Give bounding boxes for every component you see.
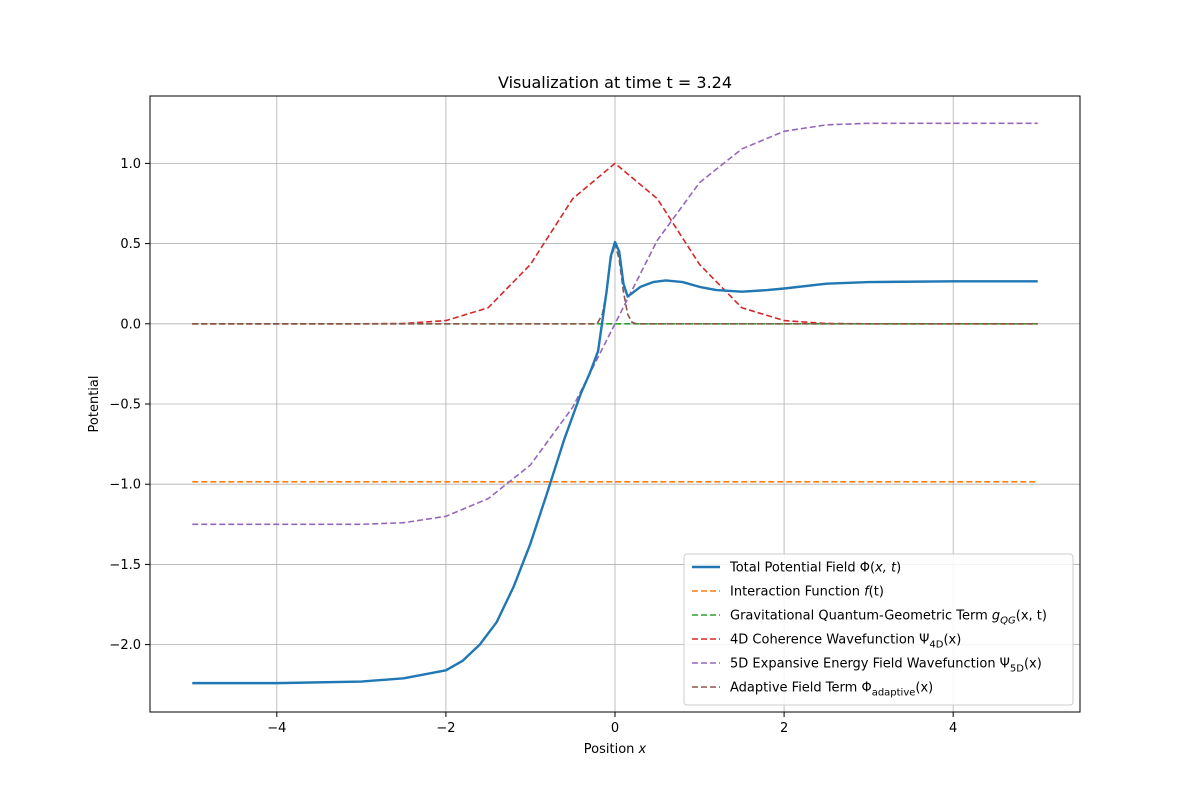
chart-title: Visualization at time t = 3.24 xyxy=(498,73,732,92)
legend-label-tail: (t) xyxy=(869,585,884,600)
x-axis-label: Position x xyxy=(584,742,647,757)
legend-label-prefix: 4D Coherence Wavefunction Ψ xyxy=(730,633,929,648)
y-tick-label: −1.0 xyxy=(109,478,141,493)
legend-label-math: g xyxy=(992,609,1000,624)
legend-label-math: x, t xyxy=(874,561,897,576)
legend-label-tail: (x) xyxy=(943,633,961,648)
legend-label-math: f xyxy=(864,585,871,600)
legend-label-3: 4D Coherence Wavefunction Ψ4D(x) xyxy=(730,633,961,651)
series-line-4 xyxy=(192,122,1038,526)
y-tick-label: 0.0 xyxy=(120,317,141,332)
x-tick-label: −4 xyxy=(267,721,286,736)
x-tick-label: 4 xyxy=(949,721,957,736)
series-line-0 xyxy=(192,240,1038,685)
legend-label-prefix: Gravitational Quantum-Geometric Term xyxy=(730,609,992,624)
legend-label-2: Gravitational Quantum-Geometric Term gQG… xyxy=(730,609,1047,627)
legend-label-subscript: 5D xyxy=(1010,664,1024,675)
legend-label-prefix: 5D Expansive Energy Field Wavefunction Ψ xyxy=(730,657,1010,672)
legend-label-5: Adaptive Field Term Φadaptive(x) xyxy=(730,681,933,699)
axis-ticks: −4 −2 0 2 4 −2.0 −1.5 −1.0 −0.5 0.0 0.5 1.0 xyxy=(109,157,957,736)
legend-label-tail: (x) xyxy=(915,681,933,696)
y-tick-label: 0.5 xyxy=(120,237,141,252)
y-axis-label: Potential xyxy=(87,376,102,433)
x-tick-label: −2 xyxy=(436,721,455,736)
legend-box xyxy=(683,553,1074,706)
legend-label-4: 5D Expansive Energy Field Wavefunction Ψ… xyxy=(730,657,1042,675)
legend-label-subscript: QG xyxy=(1000,616,1016,627)
legend-label-subscript: adaptive xyxy=(872,688,916,699)
y-tick-label: −2.0 xyxy=(109,638,141,653)
legend-label-0: Total Potential Field Φ(x, t) xyxy=(729,561,901,576)
legend: Total Potential Field Φ(x, t) Interaction… xyxy=(683,553,1074,706)
y-tick-label: −0.5 xyxy=(109,398,141,413)
legend-label-prefix: Interaction Function xyxy=(730,585,864,600)
legend-label-tail: (x, t) xyxy=(1016,609,1047,624)
y-tick-label: 1.0 xyxy=(120,157,141,172)
legend-label-tail: (x) xyxy=(1024,657,1042,672)
legend-label-prefix: Total Potential Field Φ( xyxy=(729,561,875,576)
legend-label-1: Interaction Function f(t) xyxy=(730,585,884,600)
series-line-3 xyxy=(192,162,1038,325)
x-axis-label-math: x xyxy=(638,742,647,757)
legend-label-subscript: 4D xyxy=(929,640,943,651)
y-tick-label: −1.5 xyxy=(109,558,141,573)
legend-entries: Total Potential Field Φ(x, t) Interaction… xyxy=(692,561,1047,699)
x-tick-label: 2 xyxy=(780,721,788,736)
legend-label-prefix: Adaptive Field Term Φ xyxy=(730,681,872,696)
series-lines xyxy=(192,122,1038,685)
legend-label-tail: ) xyxy=(896,561,901,576)
x-tick-label: 0 xyxy=(611,721,619,736)
x-axis-label-text: Position xyxy=(584,742,639,757)
